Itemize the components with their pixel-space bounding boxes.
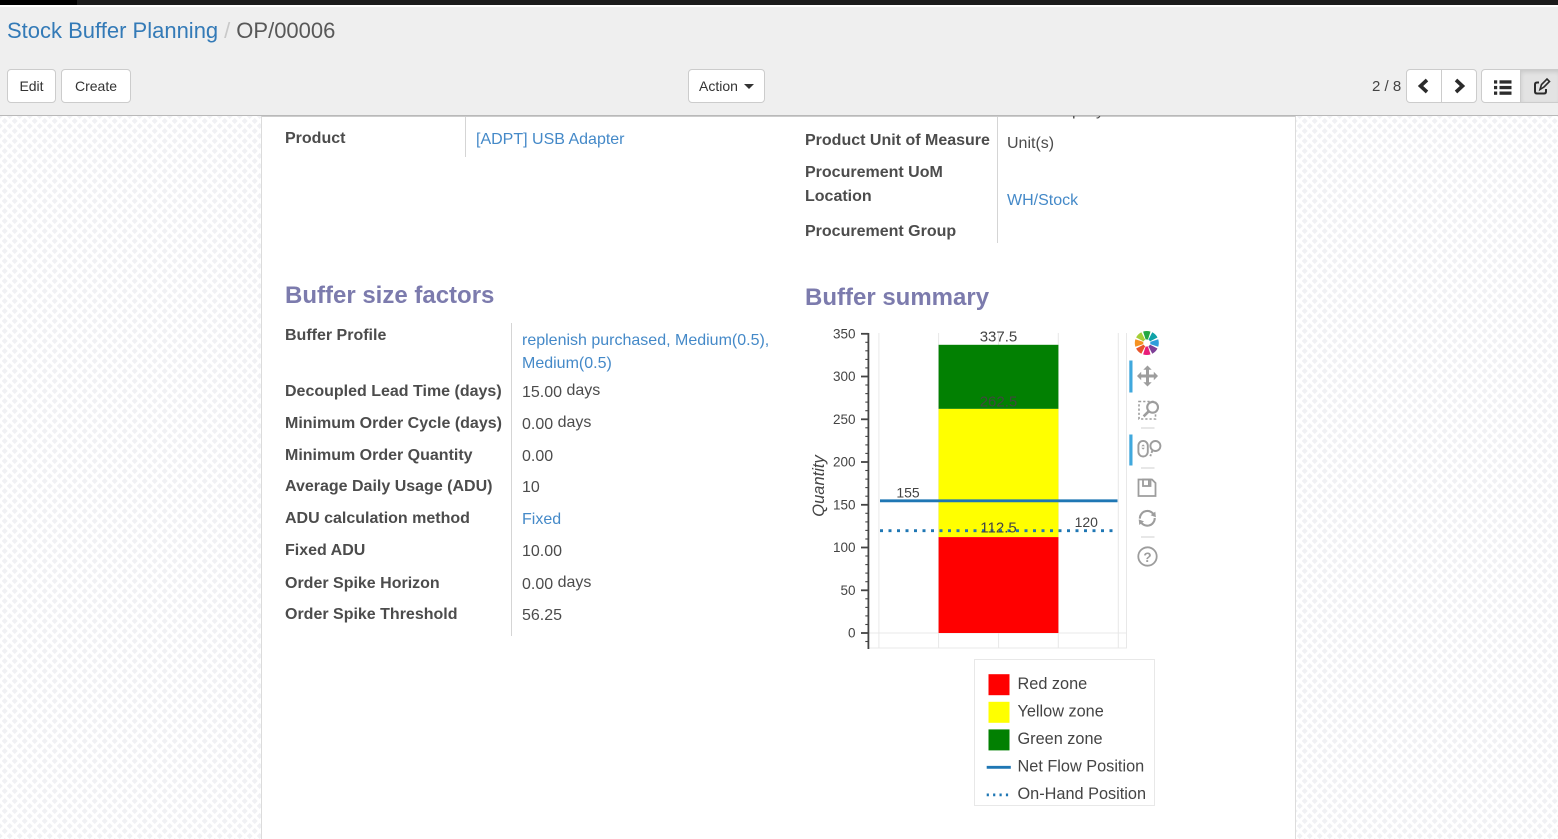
svg-text:100: 100: [833, 540, 856, 555]
svg-text:262.5: 262.5: [980, 394, 1018, 411]
svg-text:250: 250: [833, 412, 856, 427]
svg-text:350: 350: [833, 326, 856, 341]
svg-text:120: 120: [1075, 514, 1099, 530]
svg-text:150: 150: [833, 497, 856, 512]
svg-text:Red zone: Red zone: [1018, 675, 1088, 693]
svg-text:337.5: 337.5: [980, 328, 1018, 345]
svg-text:On-Hand Position: On-Hand Position: [1018, 785, 1147, 803]
svg-text:0: 0: [848, 626, 856, 641]
svg-text:Quantity: Quantity: [810, 454, 828, 517]
svg-text:155: 155: [896, 484, 920, 500]
svg-text:Yellow zone: Yellow zone: [1018, 703, 1104, 721]
svg-text:112.5: 112.5: [980, 520, 1016, 537]
svg-text:Green zone: Green zone: [1018, 730, 1103, 748]
svg-text:?: ?: [1143, 550, 1151, 565]
svg-text:Net Flow Position: Net Flow Position: [1018, 758, 1145, 776]
svg-text:300: 300: [833, 369, 856, 384]
svg-text:50: 50: [840, 583, 855, 598]
svg-text:200: 200: [833, 455, 856, 470]
